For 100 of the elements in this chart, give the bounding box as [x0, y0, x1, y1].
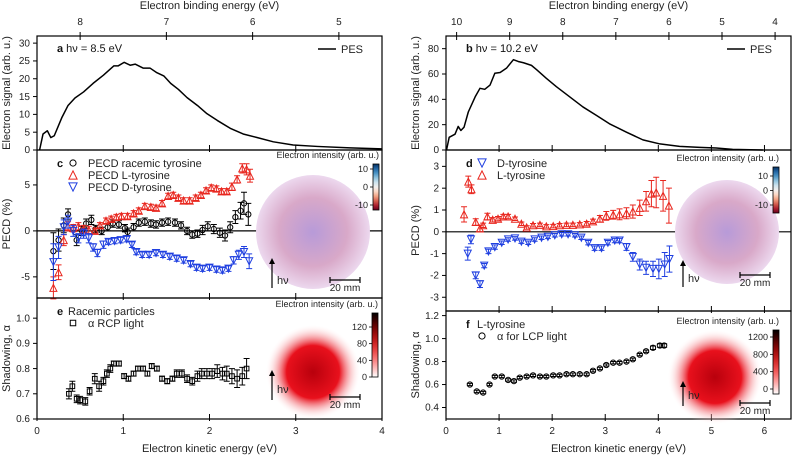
y-tick-label: 1.0 — [425, 334, 440, 345]
y-tick-label: 3 — [433, 162, 440, 173]
legend-label: PES — [341, 44, 364, 56]
y-tick-label: 0.9 — [16, 338, 30, 350]
y-tick-label: 80 — [428, 44, 440, 55]
y-tick-label: 15 — [18, 92, 30, 103]
x-tick-label: 5 — [708, 426, 715, 438]
y-tick-label: 0 — [433, 145, 440, 156]
x2-axis-title: Electron binding energy (eV) — [140, 0, 280, 12]
text: hν = 8.5 eV — [63, 43, 123, 55]
legend-label: L-tyrosine — [497, 170, 546, 182]
y-axis-title: PECD (%) — [410, 205, 422, 256]
y-tick-label: 0.7 — [16, 388, 30, 400]
annotation: hν — [688, 273, 700, 285]
y-axis-title: Electron signal (arb. u.) — [410, 36, 422, 150]
y-tick-label: 20 — [428, 120, 440, 131]
y-axis-title: Shadowing, α — [410, 330, 422, 398]
annotation: hν — [277, 275, 290, 287]
x2-tick-label: 5 — [336, 17, 342, 28]
text: hν = 10.2 eV — [472, 43, 539, 55]
y-tick-label: 1.2 — [425, 310, 440, 322]
x2-tick-label: 6 — [666, 17, 672, 28]
y-tick-label: 1.0 — [16, 313, 30, 324]
annotation: hν — [688, 390, 700, 402]
text: d — [466, 158, 473, 170]
y-tick-label: 2 — [433, 183, 440, 194]
annotation: 120 — [352, 322, 367, 332]
annotation: -10 — [354, 200, 368, 210]
y-tick-label: -3 — [430, 292, 440, 304]
y-tick-label: 30 — [18, 38, 30, 50]
annotation: 20 mm — [330, 400, 360, 411]
x2-tick-label: 9 — [506, 17, 513, 28]
y-tick-label: -1 — [430, 248, 440, 260]
legend-label: α RCP light — [88, 318, 144, 330]
legend-label: α for LCP light — [497, 331, 567, 343]
annotation: 1200 — [748, 332, 768, 342]
legend-title: Racemic particles — [68, 306, 156, 318]
y-tick-label: 1 — [433, 205, 440, 216]
y-tick-label: 10 — [18, 110, 30, 121]
x-tick-label: 3 — [292, 426, 299, 438]
color-bar-title: Electron intensity (arb. u.) — [676, 153, 779, 163]
legend-label: PECD L-tyrosine — [88, 170, 170, 182]
legend-title: L-tyrosine — [477, 319, 526, 331]
x2-tick-label: 7 — [613, 17, 620, 28]
x2-tick-label: 4 — [772, 17, 778, 28]
annotation: 0 — [362, 182, 368, 192]
annotation: hν — [277, 384, 290, 396]
annotation: 800 — [752, 349, 768, 360]
x-tick-label: 1 — [120, 426, 126, 438]
x2-tick-label: 8 — [560, 17, 566, 28]
x-tick-label: 4 — [656, 426, 662, 438]
y-tick-label: 0.6 — [16, 414, 30, 426]
annotation: 10 — [758, 171, 768, 181]
color-bar-title: Electron intensity (arb. u.) — [676, 316, 779, 326]
x-tick-label: 2 — [549, 426, 556, 438]
color-bar-title: Electron intensity (arb. u.) — [275, 299, 378, 309]
color-bar-title: Electron intensity (arb. u.) — [276, 150, 379, 160]
annotation: 20 mm — [330, 283, 360, 294]
text: b — [466, 43, 473, 55]
x-tick-label: 0 — [443, 426, 450, 438]
x2-tick-label: 5 — [719, 17, 726, 28]
y-tick-label: 60 — [428, 69, 440, 80]
x-tick-label: 2 — [206, 426, 213, 438]
y-tick-label: 0.6 — [425, 380, 440, 391]
annotation: 0 — [762, 384, 768, 394]
text: e — [57, 306, 64, 318]
y-axis-title: Electron signal (arb. u.) — [1, 36, 13, 150]
legend-label: PECD racemic tyrosine — [88, 158, 202, 170]
x-tick-label: 6 — [762, 426, 768, 438]
annotation: 80 — [356, 338, 367, 349]
y-axis-title: PECD (%) — [1, 198, 13, 250]
y-tick-label: 25 — [18, 56, 30, 68]
x-axis-title: Electron kinetic energy (eV) — [550, 443, 686, 455]
y-tick-label: 0.8 — [425, 356, 440, 368]
annotation: 400 — [752, 366, 768, 377]
legend-label: PES — [750, 44, 772, 56]
y-tick-label: 0.8 — [16, 364, 30, 375]
x2-tick-label: 8 — [77, 17, 84, 28]
y-tick-label: -5 — [21, 272, 30, 284]
annotation: 0 — [762, 186, 768, 196]
annotation: 20 mm — [740, 406, 770, 417]
text: a — [57, 43, 64, 55]
x-tick-label: 0 — [34, 426, 40, 438]
x2-tick-label: 7 — [164, 17, 170, 28]
y-tick-label: 5 — [24, 180, 30, 192]
annotation: 40 — [356, 355, 367, 366]
x-tick-label: 3 — [602, 426, 608, 438]
y-tick-label: 20 — [18, 74, 30, 85]
annotation: 0 — [362, 372, 367, 382]
annotation: -10 — [754, 200, 768, 210]
x-axis-title: Electron kinetic energy (eV) — [142, 443, 278, 455]
x-tick-label: 1 — [496, 426, 502, 438]
x2-tick-label: 6 — [250, 17, 256, 28]
y-tick-label: 0 — [433, 227, 440, 238]
legend-label: D-tyrosine — [497, 158, 548, 170]
y-tick-label: 0 — [24, 226, 30, 238]
x2-axis-title: Electron binding energy (eV) — [548, 0, 688, 12]
y-axis-title: Shadowing, α — [1, 324, 13, 392]
y-tick-label: 5 — [24, 127, 30, 138]
y-tick-label: 40 — [428, 94, 440, 106]
